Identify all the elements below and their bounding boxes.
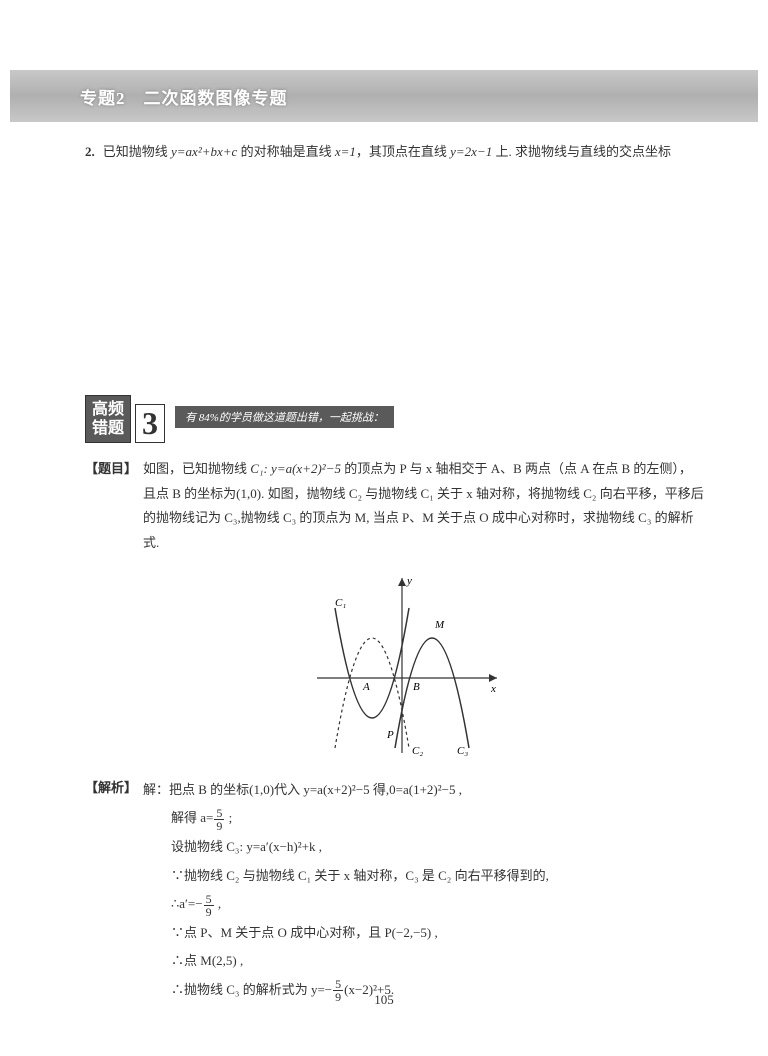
svg-text:x: x — [490, 683, 496, 695]
problem-text: 已知抛物线 y=ax²+bx+c 的对称轴是直线 x=1，其顶点在直线 y=2x… — [103, 140, 671, 165]
sol-line-6: ∵点 P、M 关于点 O 成中心对称，且 P(−2,−5) , — [143, 919, 728, 948]
timu-body: 如图，已知抛物线 C₁: y=a(x+2)²−5 的顶点为 P 与 x 轴相交于… — [143, 457, 728, 556]
svg-text:P: P — [386, 729, 394, 741]
page-content: 2. 已知抛物线 y=ax²+bx+c 的对称轴是直线 x=1，其顶点在直线 y… — [85, 140, 728, 1005]
parabola-figure: x y C₁ C₂ C₃ A B M P — [85, 568, 728, 762]
error-label: 高频 错题 — [85, 395, 131, 443]
frequent-error-block: 高频 错题 3 有 84%的学员做这道题出错，一起挑战： 【题目】 如图，已知抛… — [85, 395, 728, 1005]
svg-text:A: A — [362, 681, 370, 693]
solution: 【解析】 解：把点 B 的坐标(1,0)代入 y=a(x+2)²−5 得,0=a… — [85, 776, 728, 1005]
parabola-svg: x y C₁ C₂ C₃ A B M P — [307, 568, 507, 758]
page-number: 105 — [0, 992, 768, 1008]
chapter-header: 专题2 二次函数图像专题 — [10, 70, 758, 122]
sol-line-1: 解：把点 B 的坐标(1,0)代入 y=a(x+2)²−5 得,0=a(1+2)… — [143, 776, 728, 805]
svg-text:M: M — [434, 619, 445, 631]
sol-line-5: ∴a′=−59 , — [143, 890, 728, 919]
sol-line-2: 解得 a=59 ; — [143, 804, 728, 833]
timu-label: 【题目】 — [85, 457, 137, 556]
jiexi-body: 解：把点 B 的坐标(1,0)代入 y=a(x+2)²−5 得,0=a(1+2)… — [143, 776, 728, 1005]
svg-text:C₃: C₃ — [457, 745, 468, 757]
sol-line-3: 设抛物线 C₃: y=a′(x−h)²+k , — [143, 833, 728, 862]
sol-line-4: ∵抛物线 C₂ 与抛物线 C₁ 关于 x 轴对称，C₃ 是 C₂ 向右平移得到的… — [143, 862, 728, 891]
svg-text:C₂: C₂ — [412, 745, 423, 757]
svg-text:C₁: C₁ — [335, 597, 346, 609]
problem-number: 2. — [85, 140, 95, 165]
sol-line-7: ∴点 M(2,5) , — [143, 947, 728, 976]
chapter-title: 专题2 二次函数图像专题 — [80, 84, 288, 109]
svg-text:B: B — [413, 681, 420, 693]
jiexi-label: 【解析】 — [85, 776, 137, 1005]
error-number: 3 — [135, 404, 165, 443]
error-banner: 有 84%的学员做这道题出错，一起挑战： — [175, 406, 394, 428]
problem-statement: 【题目】 如图，已知抛物线 C₁: y=a(x+2)²−5 的顶点为 P 与 x… — [85, 457, 728, 556]
error-header: 高频 错题 3 有 84%的学员做这道题出错，一起挑战： — [85, 395, 728, 443]
problem-2: 2. 已知抛物线 y=ax²+bx+c 的对称轴是直线 x=1，其顶点在直线 y… — [85, 140, 728, 165]
svg-text:y: y — [406, 575, 412, 587]
